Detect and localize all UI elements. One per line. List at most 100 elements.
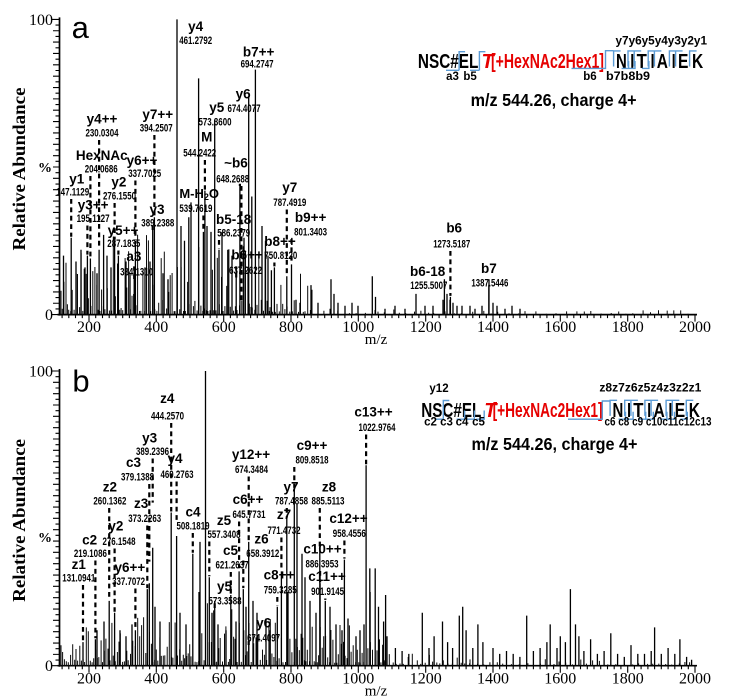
svg-text:147.1129: 147.1129 xyxy=(56,187,89,199)
svg-text:c12++: c12++ xyxy=(329,511,367,526)
svg-text:195.1127: 195.1127 xyxy=(77,213,110,225)
svg-text:c3: c3 xyxy=(440,417,453,429)
svg-text:I: I xyxy=(627,400,631,422)
svg-text:674.4097: 674.4097 xyxy=(247,633,280,645)
svg-text:400: 400 xyxy=(144,319,168,336)
svg-text:y4: y4 xyxy=(167,451,183,466)
svg-text:y2: y2 xyxy=(108,519,123,534)
svg-text:557.3408: 557.3408 xyxy=(208,529,241,541)
svg-text:y5: y5 xyxy=(217,579,233,594)
svg-text:z5: z5 xyxy=(217,513,232,528)
svg-text:b9++: b9++ xyxy=(295,210,327,225)
svg-text:c6 c8 c9 c10c11c12c13: c6 c8 c9 c10c11c12c13 xyxy=(605,417,712,429)
svg-text:y4: y4 xyxy=(188,19,204,34)
svg-text:T: T xyxy=(633,400,643,422)
svg-text:c2: c2 xyxy=(424,417,437,429)
svg-text:y7: y7 xyxy=(283,480,298,495)
svg-text:N: N xyxy=(616,51,627,73)
svg-text:c5: c5 xyxy=(472,417,485,429)
svg-text:759.3285: 759.3285 xyxy=(264,585,297,597)
svg-text:c5: c5 xyxy=(223,543,239,558)
svg-text:389.2396: 389.2396 xyxy=(136,446,169,458)
svg-text:c6++: c6++ xyxy=(233,492,264,507)
svg-text:b7b8b9: b7b8b9 xyxy=(606,71,650,83)
svg-text:200: 200 xyxy=(77,671,101,688)
svg-text:y3++: y3++ xyxy=(78,198,109,213)
svg-text:1600: 1600 xyxy=(544,319,576,336)
svg-text:y6: y6 xyxy=(236,87,252,102)
svg-text:a3: a3 xyxy=(446,71,459,83)
svg-text:1600: 1600 xyxy=(544,671,576,688)
svg-text:b6: b6 xyxy=(446,221,462,236)
svg-text:A: A xyxy=(654,400,665,422)
svg-text:Relative Abundance: Relative Abundance xyxy=(9,439,29,602)
svg-text:787.4858: 787.4858 xyxy=(275,496,308,508)
svg-text:z8: z8 xyxy=(322,480,337,495)
svg-text:b8++: b8++ xyxy=(264,234,296,249)
svg-text:c8++: c8++ xyxy=(264,568,295,583)
svg-text:y7++: y7++ xyxy=(142,107,173,122)
svg-text:276.1550: 276.1550 xyxy=(103,191,136,203)
svg-text:I: I xyxy=(647,400,651,422)
svg-text:m/z 544.26, charge 4+: m/z 544.26, charge 4+ xyxy=(472,434,638,454)
svg-text:y7y6y5y4y3y2y1: y7y6y5y4y3y2y1 xyxy=(616,34,708,48)
svg-text:0: 0 xyxy=(45,307,53,324)
svg-text:771.4732: 771.4732 xyxy=(268,525,301,537)
svg-text:I: I xyxy=(630,51,634,73)
svg-text:809.8518: 809.8518 xyxy=(296,455,329,467)
svg-text:y1: y1 xyxy=(69,172,85,187)
svg-text:T: T xyxy=(482,51,496,73)
svg-text:586.2379: 586.2379 xyxy=(217,228,250,240)
svg-text:750.8120: 750.8120 xyxy=(264,250,297,262)
svg-text:%: % xyxy=(38,531,52,546)
svg-text:1200: 1200 xyxy=(410,319,442,336)
svg-text:z3: z3 xyxy=(134,496,149,511)
svg-text:N: N xyxy=(613,400,624,422)
svg-text:508.1819: 508.1819 xyxy=(177,521,210,533)
svg-text:z6: z6 xyxy=(254,532,269,547)
svg-text:600: 600 xyxy=(212,671,236,688)
svg-text:b6++: b6++ xyxy=(231,248,263,263)
svg-text:2000: 2000 xyxy=(679,671,711,688)
svg-text:y6: y6 xyxy=(256,616,272,631)
svg-text:I: I xyxy=(651,51,655,73)
svg-text:y5++: y5++ xyxy=(108,223,139,238)
svg-text:674.4077: 674.4077 xyxy=(228,103,261,115)
svg-text:%: % xyxy=(38,161,52,176)
svg-text:2000: 2000 xyxy=(679,319,711,336)
svg-text:1000: 1000 xyxy=(342,319,374,336)
svg-text:b6-18: b6-18 xyxy=(410,264,446,279)
svg-text:y3: y3 xyxy=(149,202,165,217)
svg-text:y7: y7 xyxy=(282,180,297,195)
svg-text:389.2388: 389.2388 xyxy=(141,218,174,230)
svg-text:b: b xyxy=(72,364,89,399)
svg-text:337.7072: 337.7072 xyxy=(112,576,145,588)
svg-text:z1: z1 xyxy=(72,557,87,572)
svg-text:573.3600: 573.3600 xyxy=(199,117,232,129)
svg-text:b7++: b7++ xyxy=(243,45,275,60)
svg-text:444.2570: 444.2570 xyxy=(151,411,184,423)
svg-text:400: 400 xyxy=(144,671,168,688)
svg-text:1387.5446: 1387.5446 xyxy=(471,278,508,290)
svg-text:637.2622: 637.2622 xyxy=(229,265,262,277)
svg-text:~b6: ~b6 xyxy=(224,156,248,171)
svg-text:645.7731: 645.7731 xyxy=(233,509,266,521)
svg-text:c2: c2 xyxy=(82,533,97,548)
svg-text:m/z: m/z xyxy=(365,684,388,699)
svg-text:E: E xyxy=(675,400,685,422)
svg-text:801.3403: 801.3403 xyxy=(294,227,327,239)
svg-text:200: 200 xyxy=(77,319,101,336)
svg-text:b6: b6 xyxy=(583,71,596,83)
svg-text:I: I xyxy=(669,400,673,422)
svg-text:901.9145: 901.9145 xyxy=(311,586,344,598)
svg-text:M: M xyxy=(201,130,212,145)
svg-text:y3: y3 xyxy=(142,431,158,446)
svg-text:1800: 1800 xyxy=(612,319,644,336)
svg-text:658.3912: 658.3912 xyxy=(246,548,279,560)
svg-text:287.1835: 287.1835 xyxy=(107,238,140,250)
svg-text:621.2637: 621.2637 xyxy=(216,560,249,572)
svg-text:204.0686: 204.0686 xyxy=(85,164,118,176)
svg-text:c11++: c11++ xyxy=(308,569,346,584)
svg-text:379.1388: 379.1388 xyxy=(121,472,154,484)
svg-text:800: 800 xyxy=(279,319,303,336)
